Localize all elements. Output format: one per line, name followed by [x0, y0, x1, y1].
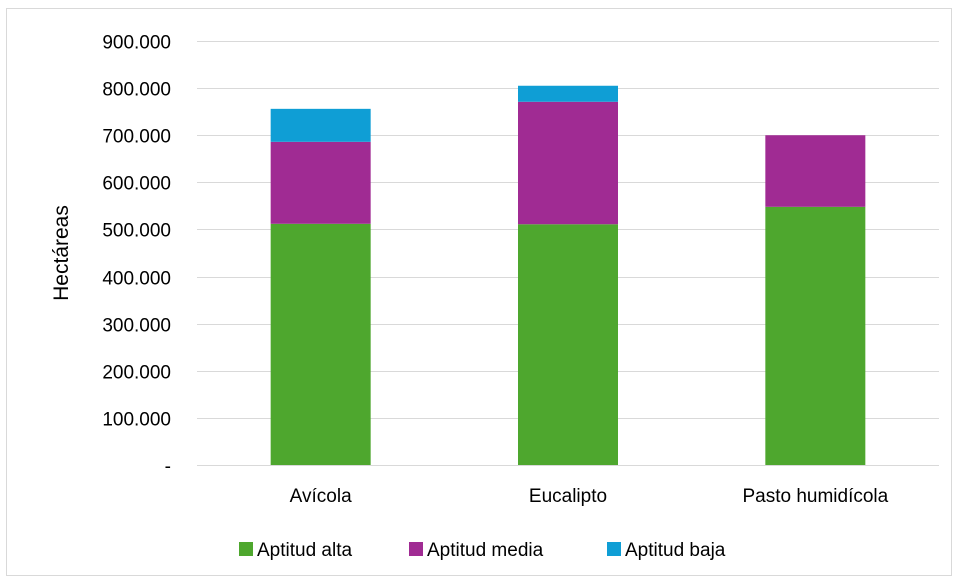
- bar-aptitud-media: [518, 101, 618, 225]
- y-tick-label: 300.000: [102, 316, 171, 337]
- bar-aptitud-media: [270, 141, 371, 224]
- y-tick-label: 800.000: [102, 80, 171, 101]
- y-tick-label: 200.000: [102, 363, 171, 384]
- bar-aptitud-alta: [270, 223, 371, 465]
- y-tick-label: -: [165, 457, 171, 478]
- bar-aptitud-baja: [518, 85, 618, 102]
- legend-swatch: [607, 542, 621, 556]
- legend-swatch: [409, 542, 423, 556]
- bars: [270, 85, 866, 465]
- y-tick-label: 600.000: [102, 174, 171, 195]
- bar-aptitud-baja: [270, 108, 371, 142]
- x-category-label: Avícola: [290, 486, 352, 507]
- legend-label: Aptitud alta: [257, 540, 352, 561]
- y-tick-label: 400.000: [102, 269, 171, 290]
- y-axis-ticks: - 100.000 200.000 300.000 400.000 500.000 600.…: [102, 33, 171, 478]
- y-tick-label: 500.000: [102, 221, 171, 242]
- x-axis-categories: Avícola Eucalipto Pasto humidícola: [290, 486, 889, 507]
- x-category-label: Eucalipto: [529, 486, 607, 507]
- x-category-label: Pasto humidícola: [742, 486, 888, 507]
- legend-label: Aptitud media: [427, 540, 544, 561]
- bar-aptitud-alta: [765, 206, 866, 465]
- bar-aptitud-alta: [518, 224, 618, 465]
- legend-label: Aptitud baja: [625, 540, 726, 561]
- y-tick-label: 900.000: [102, 33, 171, 54]
- legend: Aptitud alta Aptitud media Aptitud baja: [239, 540, 726, 561]
- y-tick-label: 100.000: [102, 410, 171, 431]
- y-axis-label: Hectáreas: [50, 205, 73, 301]
- y-tick-label: 700.000: [102, 127, 171, 148]
- bar-aptitud-media: [765, 135, 866, 207]
- legend-swatch: [239, 542, 253, 556]
